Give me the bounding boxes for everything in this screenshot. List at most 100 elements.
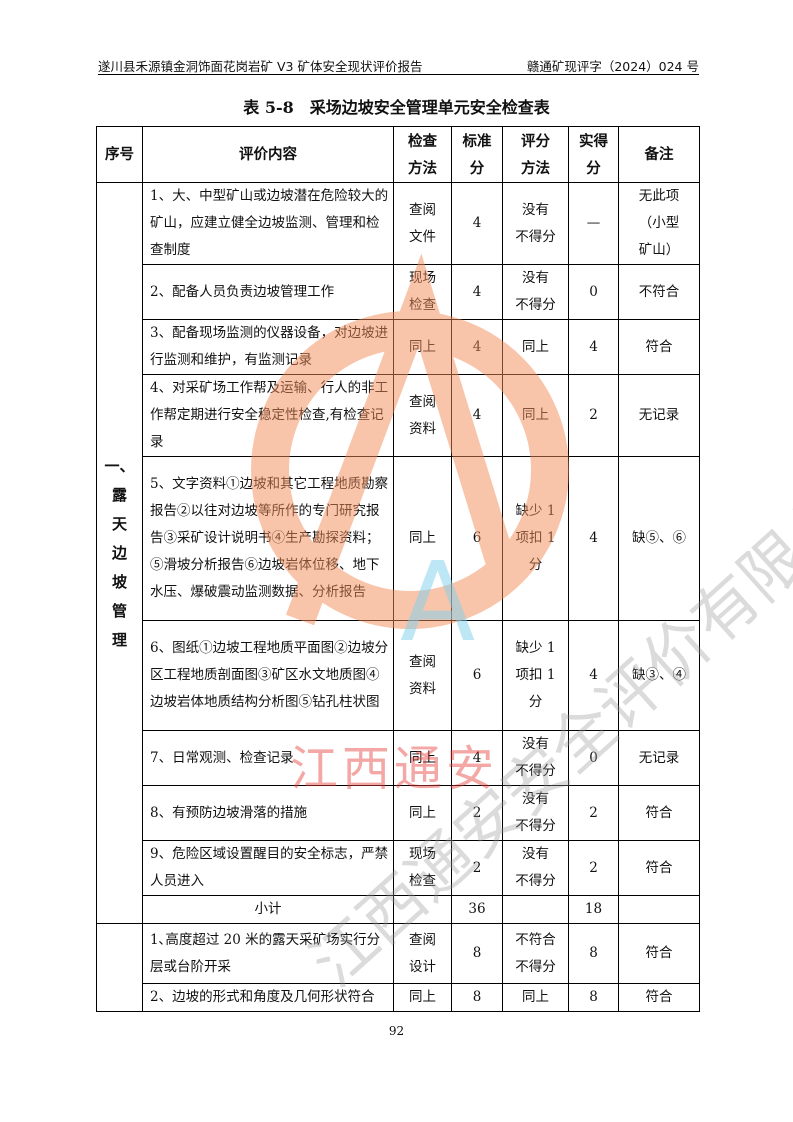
section-label: 一、 露 天 边 坡 管 理: [96, 182, 143, 924]
scoring-method: 没有 不得分: [502, 730, 569, 786]
col-header-standard: 标准 分: [451, 126, 503, 183]
subtotal-standard: 36: [451, 895, 503, 924]
note: 符合: [618, 840, 700, 896]
check-method: 同上: [393, 983, 452, 1012]
note: 无记录: [618, 374, 700, 457]
check-method: 同上: [393, 785, 452, 841]
scoring-method: 不符合 不得分: [502, 923, 569, 984]
table-row: 一、 露 天 边 坡 管 理 1、大、中型矿山或边坡潜在危险较大的矿山，应建立健全…: [96, 182, 700, 924]
subtotal-actual: 18: [568, 895, 619, 924]
check-method: 查阅 资料: [393, 374, 452, 457]
standard-score: 2: [451, 840, 503, 896]
actual-score: 4: [568, 456, 619, 621]
check-method: 查阅 设计: [393, 923, 452, 984]
table-header-row: 序号 评价内容 检查 方法 标准 分 评分 方法 实得 分 备注: [96, 126, 700, 183]
col-header-note: 备注: [618, 126, 700, 183]
note: 无此项 （小型 矿山）: [618, 182, 700, 265]
header-report-title: 遂川县禾源镇金洞饰面花岗岩矿 V3 矿体安全现状评价报告: [98, 59, 423, 74]
check-method: 同上: [393, 730, 452, 786]
item-content: 8、有预防边坡滑落的措施: [142, 785, 394, 841]
col-header-content: 评价内容: [142, 126, 394, 183]
scoring-method: 缺少 1 项扣 1 分: [502, 456, 569, 621]
col-header-method: 检查 方法: [393, 126, 452, 183]
subtotal-method: [393, 895, 452, 924]
scoring-method: 没有 不得分: [502, 182, 569, 265]
actual-score: 4: [568, 620, 619, 731]
section-label: [96, 923, 143, 1012]
actual-score: —: [568, 182, 619, 265]
scoring-method: 没有 不得分: [502, 264, 569, 320]
scoring-method: 同上: [502, 983, 569, 1012]
page-header: 遂川县禾源镇金洞饰面花岗岩矿 V3 矿体安全现状评价报告 赣通矿现评字（2024…: [98, 56, 699, 75]
standard-score: 6: [451, 456, 503, 621]
actual-score: 8: [568, 983, 619, 1012]
standard-score: 4: [451, 374, 503, 457]
subtotal-note: [618, 895, 700, 924]
note: 不符合: [618, 264, 700, 320]
check-method: 现场 检查: [393, 264, 452, 320]
note: 缺⑤、⑥: [618, 456, 700, 621]
table-row: 9、危险区域设置醒目的安全标志，严禁人员进入 现场 检查 2 没有 不得分 2 符合: [97, 840, 700, 896]
scoring-method: 同上: [502, 319, 569, 375]
standard-score: 4: [451, 264, 503, 320]
standard-score: 6: [451, 620, 503, 731]
col-header-scoring: 评分 方法: [502, 126, 569, 183]
table-row: 5、文字资料①边坡和其它工程地质勘察报告②以往对边坡等所作的专门研究报告③采矿设…: [97, 456, 700, 621]
scoring-method: 没有 不得分: [502, 840, 569, 896]
actual-score: 2: [568, 840, 619, 896]
scoring-method: 没有 不得分: [502, 785, 569, 841]
note: 符合: [618, 983, 700, 1012]
check-method: 现场 检查: [393, 840, 452, 896]
standard-score: 4: [451, 319, 503, 375]
note: 无记录: [618, 730, 700, 786]
item-content: 4、对采矿场工作帮及运输、行人的非工作帮定期进行安全稳定性检查,有检查记录: [142, 374, 394, 457]
standard-score: 4: [451, 182, 503, 265]
actual-score: 2: [568, 374, 619, 457]
actual-score: 0: [568, 264, 619, 320]
table-row: 2、配备人员负责边坡管理工作 现场 检查 4 没有 不得分 0 不符合: [97, 264, 700, 320]
table-row: 2、边坡的形式和角度及几何形状符合 同上 8 同上 8 符合: [97, 983, 700, 1012]
subtotal-label: 小计: [142, 895, 394, 924]
standard-score: 4: [451, 730, 503, 786]
actual-score: 0: [568, 730, 619, 786]
subtotal-row: 小计 36 18: [97, 895, 700, 924]
table-row: 3、配备现场监测的仪器设备，对边坡进行监测和维护，有监测记录 同上 4 同上 4 符合: [97, 319, 700, 375]
item-content: 1、大、中型矿山或边坡潜在危险较大的矿山，应建立健全边坡监测、管理和检查制度: [142, 182, 394, 265]
table-row: 8、有预防边坡滑落的措施 同上 2 没有 不得分 2 符合: [97, 785, 700, 841]
subtotal-scoring: [502, 895, 569, 924]
actual-score: 4: [568, 319, 619, 375]
item-content: 3、配备现场监测的仪器设备，对边坡进行监测和维护，有监测记录: [142, 319, 394, 375]
note: 符合: [618, 785, 700, 841]
check-method: 查阅 文件: [393, 182, 452, 265]
item-content: 9、危险区域设置醒目的安全标志，严禁人员进入: [142, 840, 394, 896]
table-row: 1､高度超过 20 米的露天采矿场实行分层或台阶开采 查阅 设计 8 不符合 不得分 8…: [96, 923, 700, 1012]
actual-score: 8: [568, 923, 619, 984]
item-content: 7、日常观测、检查记录: [142, 730, 394, 786]
safety-check-table: 序号 评价内容 检查 方法 标准 分 评分 方法 实得 分 备注 一、 露 天 …: [96, 126, 700, 1012]
table-row: 4、对采矿场工作帮及运输、行人的非工作帮定期进行安全稳定性检查,有检查记录 查阅 …: [97, 374, 700, 457]
standard-score: 2: [451, 785, 503, 841]
item-content: 6、图纸①边坡工程地质平面图②边坡分区工程地质剖面图③矿区水文地质图④边坡岩体地…: [142, 620, 394, 731]
table-row: 6、图纸①边坡工程地质平面图②边坡分区工程地质剖面图③矿区水文地质图④边坡岩体地…: [97, 620, 700, 731]
check-method: 查阅 资料: [393, 620, 452, 731]
col-header-score: 实得 分: [568, 126, 619, 183]
note: 符合: [618, 923, 700, 984]
col-header-index: 序号: [96, 126, 143, 183]
table-title: 表 5-8 采场边坡安全管理单元安全检查表: [243, 98, 550, 117]
header-report-number: 赣通矿现评字（2024）024 号: [526, 59, 699, 74]
standard-score: 8: [451, 983, 503, 1012]
check-method: 同上: [393, 319, 452, 375]
item-content: 5、文字资料①边坡和其它工程地质勘察报告②以往对边坡等所作的专门研究报告③采矿设…: [142, 456, 394, 621]
scoring-method: 缺少 1 项扣 1 分: [502, 620, 569, 731]
check-method: 同上: [393, 456, 452, 621]
actual-score: 2: [568, 785, 619, 841]
item-content: 2、配备人员负责边坡管理工作: [142, 264, 394, 320]
scoring-method: 同上: [502, 374, 569, 457]
item-content: 2、边坡的形式和角度及几何形状符合: [142, 983, 394, 1012]
page-number: 92: [388, 1024, 405, 1038]
note: 缺③、④: [618, 620, 700, 731]
table-row: 7、日常观测、检查记录 同上 4 没有 不得分 0 无记录: [97, 730, 700, 786]
standard-score: 8: [451, 923, 503, 984]
item-content: 1､高度超过 20 米的露天采矿场实行分层或台阶开采: [142, 923, 394, 984]
note: 符合: [618, 319, 700, 375]
